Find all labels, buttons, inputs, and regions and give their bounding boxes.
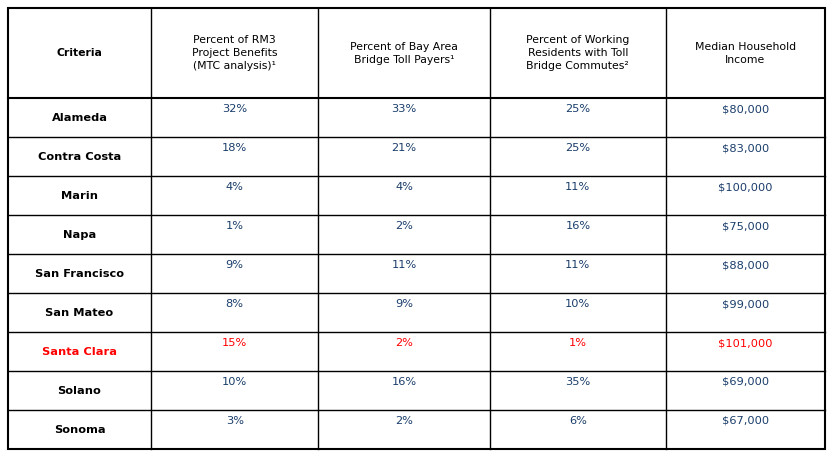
Text: $75,000: $75,000 — [721, 221, 769, 231]
Text: Solano: Solano — [57, 386, 102, 396]
Text: Percent of Working
Residents with Toll
Bridge Commutes²: Percent of Working Residents with Toll B… — [526, 35, 630, 71]
Text: 3%: 3% — [226, 416, 244, 426]
Text: Marin: Marin — [61, 191, 98, 201]
Text: 1%: 1% — [226, 221, 244, 231]
Text: 1%: 1% — [569, 338, 587, 348]
Text: 11%: 11% — [392, 260, 416, 270]
Text: $67,000: $67,000 — [721, 416, 769, 426]
Text: 10%: 10% — [566, 299, 591, 309]
Text: 32%: 32% — [222, 104, 247, 114]
Text: $83,000: $83,000 — [721, 143, 769, 153]
Text: Percent of RM3
Project Benefits
(MTC analysis)¹: Percent of RM3 Project Benefits (MTC ana… — [192, 35, 277, 71]
Text: 8%: 8% — [226, 299, 244, 309]
Text: $88,000: $88,000 — [721, 260, 769, 270]
Text: 16%: 16% — [392, 377, 416, 387]
Text: 9%: 9% — [226, 260, 244, 270]
Text: Percent of Bay Area
Bridge Toll Payers¹: Percent of Bay Area Bridge Toll Payers¹ — [351, 42, 458, 64]
Text: Santa Clara: Santa Clara — [42, 346, 117, 356]
Text: 18%: 18% — [222, 143, 247, 153]
Text: $101,000: $101,000 — [718, 338, 772, 348]
Text: $69,000: $69,000 — [721, 377, 769, 387]
Text: 15%: 15% — [222, 338, 247, 348]
Text: $100,000: $100,000 — [718, 182, 772, 192]
Text: Contra Costa: Contra Costa — [37, 152, 121, 162]
Text: Median Household
Income: Median Household Income — [695, 42, 796, 64]
Text: Alameda: Alameda — [52, 113, 107, 123]
Text: 11%: 11% — [566, 260, 591, 270]
Text: $99,000: $99,000 — [721, 299, 769, 309]
Text: 2%: 2% — [396, 221, 413, 231]
Text: 2%: 2% — [396, 338, 413, 348]
Text: 11%: 11% — [566, 182, 591, 192]
Text: 6%: 6% — [569, 416, 586, 426]
Text: $80,000: $80,000 — [721, 104, 769, 114]
Text: 4%: 4% — [396, 182, 413, 192]
Text: 9%: 9% — [395, 299, 413, 309]
Text: Napa: Napa — [62, 230, 96, 240]
Text: 16%: 16% — [566, 221, 591, 231]
Text: San Mateo: San Mateo — [46, 308, 113, 318]
Text: 33%: 33% — [392, 104, 416, 114]
Text: 35%: 35% — [566, 377, 591, 387]
Text: 4%: 4% — [226, 182, 244, 192]
Text: San Francisco: San Francisco — [35, 269, 124, 279]
Text: 2%: 2% — [396, 416, 413, 426]
Text: 21%: 21% — [392, 143, 416, 153]
Text: 25%: 25% — [566, 104, 591, 114]
Text: 10%: 10% — [222, 377, 247, 387]
Text: Criteria: Criteria — [57, 48, 102, 58]
Text: 25%: 25% — [566, 143, 591, 153]
Text: Sonoma: Sonoma — [53, 425, 105, 435]
